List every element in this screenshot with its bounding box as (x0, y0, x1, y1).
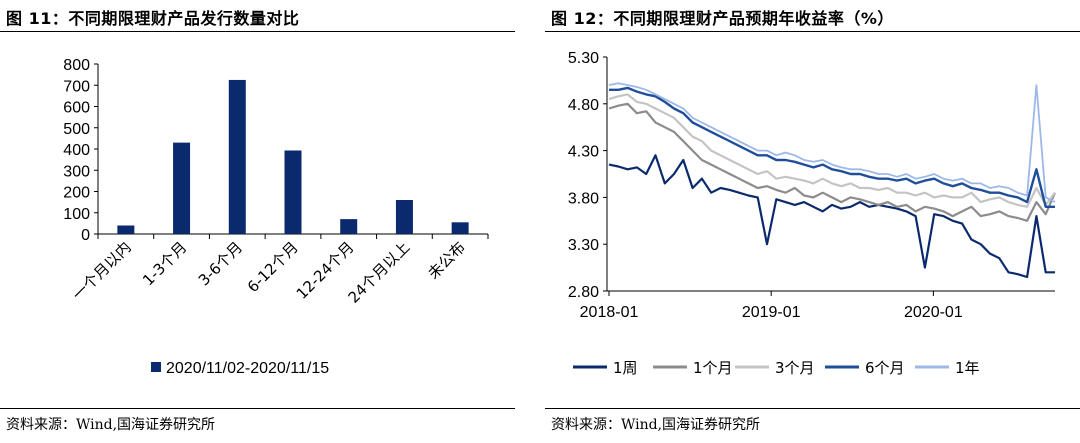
legend-label: 1个月 (693, 359, 733, 377)
y-tick-label: 2.80 (568, 284, 599, 301)
legend-label: 1年 (955, 359, 980, 377)
left-source-note: 资料来源：Wind,国海证券研究所 (6, 417, 216, 433)
series-line (608, 82, 1056, 203)
series-line (608, 93, 1056, 208)
x-category-label: 一个月以内 (69, 238, 135, 304)
bar (340, 219, 358, 234)
y-tick-label: 400 (63, 142, 90, 159)
y-tick-label: 3.30 (568, 237, 599, 254)
series-line (609, 86, 1055, 209)
bar (228, 79, 246, 234)
y-tick-label: 500 (63, 121, 90, 138)
left-title-rule (0, 31, 515, 32)
x-category-label: 未公布 (424, 238, 469, 283)
right-source-rule (545, 408, 1080, 409)
bar (117, 225, 135, 234)
legend-label: 2020/11/02-2020/11/15 (166, 360, 329, 377)
left-chart-panel: 图 11：不同期限理财产品发行数量对比 0 100 200 300 400 500 600 7… (0, 0, 515, 443)
y-tick-label: 4.80 (568, 97, 599, 114)
right-source-note: 资料来源：Wind,国海证券研究所 (551, 417, 761, 433)
series-line (608, 154, 1055, 279)
y-tick-label: 300 (63, 163, 90, 180)
x-category-label: 6-12个月 (244, 238, 302, 296)
legend-label: 3个月 (775, 359, 815, 377)
legend-label: 1周 (613, 359, 638, 377)
x-tick-label: 2020-01 (904, 304, 963, 321)
bar (173, 142, 191, 234)
y-tick-label: 200 (63, 185, 90, 202)
left-bar-chart: 0 100 200 300 400 500 600 700 800 一个月以内 1-3个月 3-6个月… (63, 57, 489, 377)
series-line (608, 102, 1057, 222)
right-line-chart: 2.80 3.30 3.80 4.30 4.80 5.30 2018-01 2019-01 20… (568, 50, 1057, 377)
bar (395, 200, 413, 234)
y-tick-label: 5.30 (568, 50, 599, 67)
left-chart-title: 图 11：不同期限理财产品发行数量对比 (6, 9, 300, 28)
x-tick-label: 2019-01 (742, 304, 801, 321)
x-tick-label: 2018-01 (580, 304, 639, 321)
x-category-label: 1-3个月 (139, 238, 190, 289)
right-chart-title: 图 12：不同期限理财产品预期年收益率（%） (551, 9, 894, 28)
y-tick-label: 0 (81, 227, 90, 244)
y-tick-label: 3.80 (568, 190, 599, 207)
y-tick-label: 800 (63, 57, 90, 74)
legend-label: 6个月 (865, 359, 905, 377)
legend-swatch (151, 362, 161, 372)
x-category-label: 3-6个月 (195, 238, 246, 289)
bar (451, 222, 469, 234)
y-tick-label: 100 (63, 206, 90, 223)
y-tick-label: 600 (63, 100, 90, 117)
y-tick-label: 700 (63, 78, 90, 95)
bar (284, 150, 302, 234)
left-source-rule (0, 408, 515, 409)
right-chart-panel: 图 12：不同期限理财产品预期年收益率（%） 2.80 3.30 3.80 4.30 4… (545, 0, 1080, 443)
y-tick-label: 4.30 (568, 144, 599, 161)
right-title-rule (545, 31, 1080, 32)
